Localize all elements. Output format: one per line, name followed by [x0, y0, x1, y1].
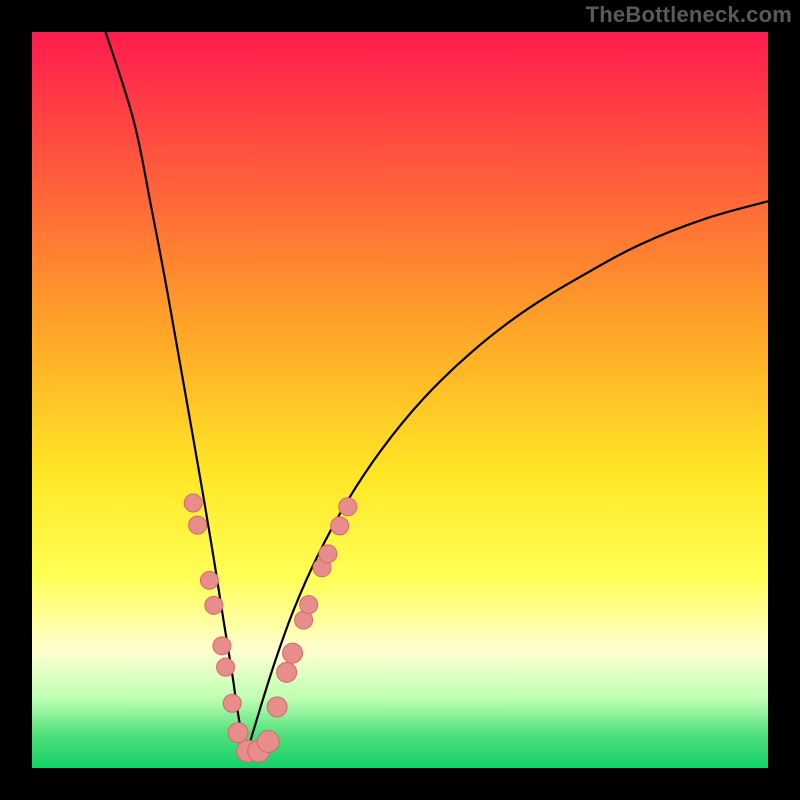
data-marker [319, 545, 337, 563]
data-marker [223, 694, 241, 712]
data-marker [339, 498, 357, 516]
data-marker [200, 571, 218, 589]
data-marker [277, 662, 297, 682]
data-marker [228, 723, 248, 743]
chart-container: TheBottleneck.com [0, 0, 800, 800]
data-marker [213, 637, 231, 655]
data-marker [300, 596, 318, 614]
data-marker [283, 643, 303, 663]
data-marker [184, 494, 202, 512]
data-marker [205, 596, 223, 614]
data-marker [257, 731, 279, 753]
data-marker [267, 697, 287, 717]
plot-background [32, 32, 768, 768]
data-marker [217, 658, 235, 676]
data-marker [189, 516, 207, 534]
data-marker [331, 517, 349, 535]
chart-svg [0, 0, 800, 800]
watermark-text: TheBottleneck.com [586, 2, 792, 28]
